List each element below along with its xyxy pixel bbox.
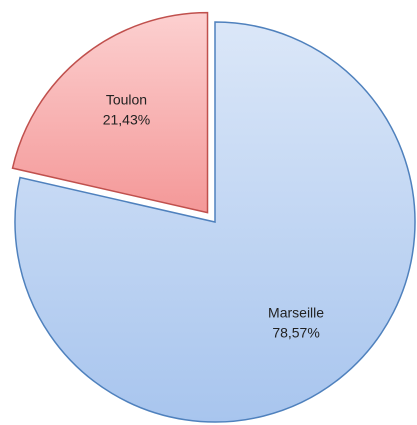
pie-slice [14,21,416,423]
pie-slice [11,11,209,214]
slice-label-value: 78,57% [272,324,319,340]
slice-label-name: Toulon [106,92,147,108]
slice-label-value: 21,43% [103,112,150,128]
slice-label-name: Marseille [268,304,324,320]
